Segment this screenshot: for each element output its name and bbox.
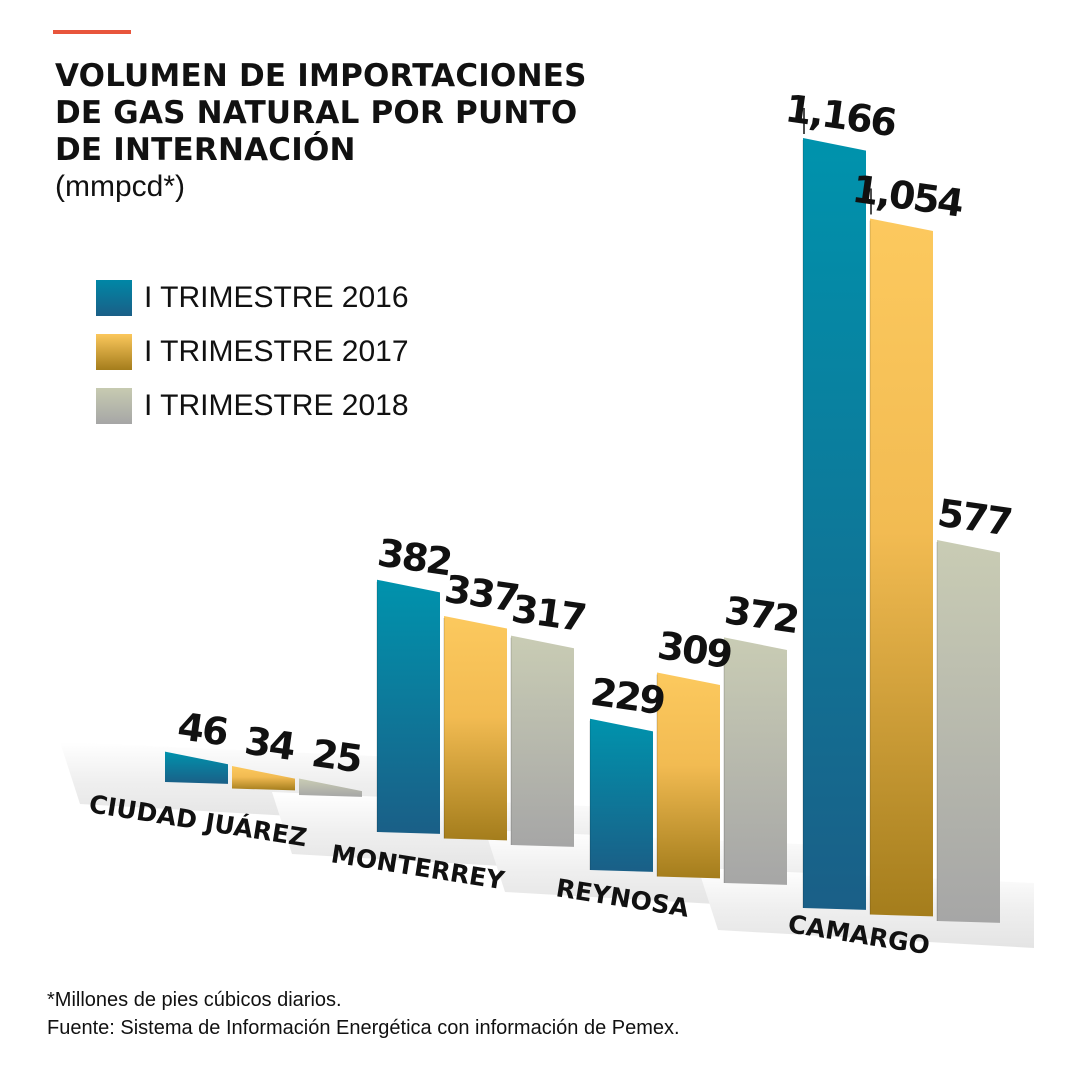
value-label-reynosa-2016: 229 — [588, 670, 667, 724]
legend-label-2017: I TRIMESTRE 2017 — [144, 335, 409, 368]
value-label-reynosa-2018: 372 — [722, 588, 801, 642]
legend-swatch-2016 — [96, 280, 132, 316]
legend-label-2018: I TRIMESTRE 2018 — [144, 389, 409, 422]
value-label-ciudad-juarez-2016: 46 — [175, 704, 230, 754]
value-label-ciudad-juarez-2017: 34 — [242, 719, 297, 769]
legend-swatch-2017 — [96, 334, 132, 370]
value-label-ciudad-juarez-2018: 25 — [309, 731, 364, 781]
legend-swatch-2018 — [96, 388, 132, 424]
title-accent-line — [53, 30, 131, 34]
footnotes: *Millones de pies cúbicos diarios. Fuent… — [47, 986, 680, 1042]
chart-legend: I TRIMESTRE 2016 I TRIMESTRE 2017 I TRIM… — [96, 280, 409, 442]
bar-ciudad-juarez-2018 — [299, 778, 362, 797]
bar-ciudad-juarez-2016 — [165, 751, 228, 784]
bar-monterrey-2018 — [511, 635, 574, 847]
value-label-monterrey-2017: 337 — [442, 567, 521, 621]
chart-title-line-3: DE INTERNACIÓN — [55, 132, 356, 168]
legend-label-2016: I TRIMESTRE 2016 — [144, 281, 409, 314]
value-label-camargo-2018: 577 — [935, 491, 1014, 545]
bar-reynosa-2018 — [724, 637, 787, 885]
value-label-camargo-2017: 1,054 — [850, 167, 966, 226]
footnote-source: Fuente: Sistema de Información Energétic… — [47, 1017, 680, 1039]
value-label-monterrey-2018: 317 — [509, 586, 588, 640]
bar-ciudad-juarez-2017 — [232, 766, 295, 791]
bar-camargo-2018 — [937, 539, 1000, 923]
bar-camargo-2016 — [803, 138, 866, 910]
legend-item-2017: I TRIMESTRE 2017 — [96, 334, 409, 370]
bar-camargo-2017 — [870, 218, 933, 917]
bar-monterrey-2016 — [377, 579, 440, 834]
value-label-reynosa-2017: 309 — [655, 623, 734, 677]
chart-title: VOLUMEN DE IMPORTACIONES DE GAS NATURAL … — [55, 58, 587, 169]
chart-title-line-2: DE GAS NATURAL POR PUNTO — [55, 95, 578, 131]
legend-item-2016: I TRIMESTRE 2016 — [96, 280, 409, 316]
footnote-units: *Millones de pies cúbicos diarios. — [47, 989, 342, 1011]
bar-monterrey-2017 — [444, 615, 507, 841]
legend-item-2018: I TRIMESTRE 2018 — [96, 388, 409, 424]
chart-title-line-1: VOLUMEN DE IMPORTACIONES — [55, 58, 587, 94]
bar-reynosa-2017 — [657, 672, 720, 879]
value-label-monterrey-2016: 382 — [375, 531, 454, 585]
chart-unit: (mmpcd*) — [55, 170, 186, 203]
bar-reynosa-2016 — [590, 718, 653, 872]
value-label-camargo-2016: 1,166 — [783, 86, 899, 145]
